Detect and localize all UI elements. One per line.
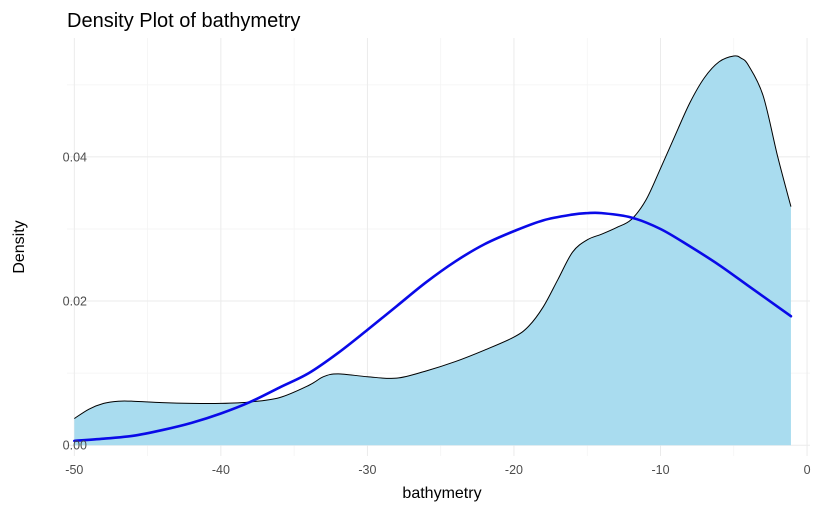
density-area-outline	[74, 55, 792, 419]
density-reference-line	[73, 211, 793, 443]
x-axis-ticks: -50 -40 -30 -20 -10 0	[65, 463, 810, 477]
y-tick-label: 0.00	[63, 439, 87, 453]
x-tick-label: 0	[804, 463, 811, 477]
x-tick-label: -30	[358, 463, 376, 477]
x-axis-label: bathymetry	[402, 485, 481, 502]
y-axis-ticks: 0.00 0.02 0.04	[63, 150, 87, 452]
y-tick-label: 0.04	[63, 150, 87, 164]
y-axis-label: Density	[11, 220, 28, 273]
x-tick-label: -20	[505, 463, 523, 477]
x-tick-label: -40	[212, 463, 230, 477]
y-tick-label: 0.02	[63, 295, 87, 309]
density-area-fill	[74, 55, 791, 446]
chart-title: Density Plot of bathymetry	[67, 10, 300, 32]
x-tick-label: -10	[651, 463, 669, 477]
x-tick-label: -50	[65, 463, 83, 477]
plot-marks	[73, 55, 793, 446]
